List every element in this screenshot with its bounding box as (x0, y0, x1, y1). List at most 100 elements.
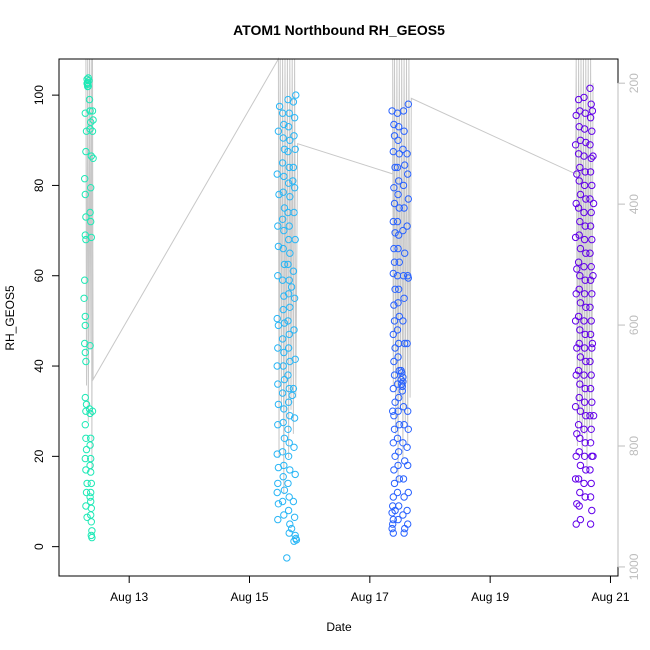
data-point (280, 292, 288, 300)
data-point (290, 132, 298, 140)
data-point (581, 276, 589, 284)
data-point (587, 425, 595, 433)
data-point (391, 506, 399, 515)
data-point (274, 479, 282, 488)
data-point (574, 204, 583, 212)
data-point (81, 109, 90, 117)
data-point (274, 380, 282, 388)
data-point (284, 371, 292, 379)
data-point (280, 145, 289, 154)
data-point (589, 199, 598, 208)
data-point (273, 170, 281, 178)
data-point (395, 204, 403, 212)
data-point (390, 244, 398, 253)
data-point (289, 267, 298, 275)
data-point (587, 317, 595, 325)
data-point (404, 488, 412, 497)
data-point (87, 518, 96, 526)
y-tick-label: 80 (32, 178, 46, 192)
data-point (581, 384, 589, 393)
data-point (389, 529, 397, 537)
data-point (572, 199, 580, 208)
data-point (81, 348, 90, 357)
data-point (292, 91, 300, 99)
data-point (82, 147, 90, 156)
data-point (571, 233, 580, 242)
data-point (580, 235, 589, 244)
data-point (280, 319, 289, 327)
data-point (279, 418, 287, 427)
data-point (279, 134, 287, 142)
data-point (580, 125, 589, 133)
data-point (280, 204, 289, 212)
data-point (575, 502, 583, 510)
data-point (586, 276, 595, 284)
data-point (576, 488, 584, 497)
data-point (289, 163, 298, 172)
data-point (391, 285, 399, 293)
data-point (576, 461, 585, 470)
data-point (83, 479, 91, 488)
y-tick-label: 100 (32, 85, 46, 105)
data-point (575, 339, 583, 348)
data-point (388, 524, 396, 533)
data-point (390, 317, 399, 325)
data-point (574, 258, 583, 266)
data-point (285, 163, 293, 172)
data-point (395, 231, 403, 239)
data-point (390, 258, 399, 266)
data-point (278, 497, 287, 506)
data-point (88, 407, 97, 415)
data-point (580, 344, 589, 352)
data-point (80, 294, 88, 302)
pressure-trace-line (85, 57, 594, 495)
data-point (576, 163, 584, 172)
data-point (586, 141, 594, 149)
data-point (404, 425, 412, 433)
data-point (278, 159, 287, 167)
data-point (582, 412, 590, 420)
data-point (399, 181, 408, 190)
data-point (274, 242, 283, 251)
data-point (586, 222, 595, 230)
data-point (576, 515, 585, 524)
data-point (395, 475, 403, 483)
data-point (284, 479, 292, 488)
data-point (399, 226, 407, 235)
data-point (588, 181, 596, 190)
data-point (588, 506, 596, 515)
y-tick-label: 60 (32, 269, 46, 283)
data-point (284, 425, 292, 433)
y-tick-label: 20 (32, 449, 46, 463)
series-4 (571, 84, 598, 528)
data-point (580, 263, 588, 271)
data-point (580, 398, 589, 406)
data-point (581, 109, 589, 117)
data-point (401, 457, 409, 465)
data-point (576, 299, 585, 307)
data-point (404, 520, 412, 528)
data-point (589, 412, 598, 420)
data-point (86, 493, 94, 501)
data-point (586, 520, 595, 528)
data-point (398, 382, 406, 391)
data-point (399, 107, 408, 115)
data-point (390, 466, 398, 474)
data-point (275, 190, 283, 199)
data-point (576, 434, 584, 442)
data-point (81, 421, 90, 429)
data-point (572, 371, 580, 379)
data-point (404, 170, 412, 178)
data-point (274, 400, 283, 409)
data-point (82, 445, 91, 454)
data-point (581, 493, 589, 501)
data-point (284, 398, 293, 406)
x-tick-label: Aug 21 (591, 590, 629, 604)
data-point (390, 425, 399, 433)
data-point (390, 371, 399, 379)
data-point (572, 452, 580, 460)
data-point (389, 515, 397, 524)
data-point (279, 473, 287, 481)
data-point (575, 285, 583, 293)
data-point (586, 195, 594, 203)
